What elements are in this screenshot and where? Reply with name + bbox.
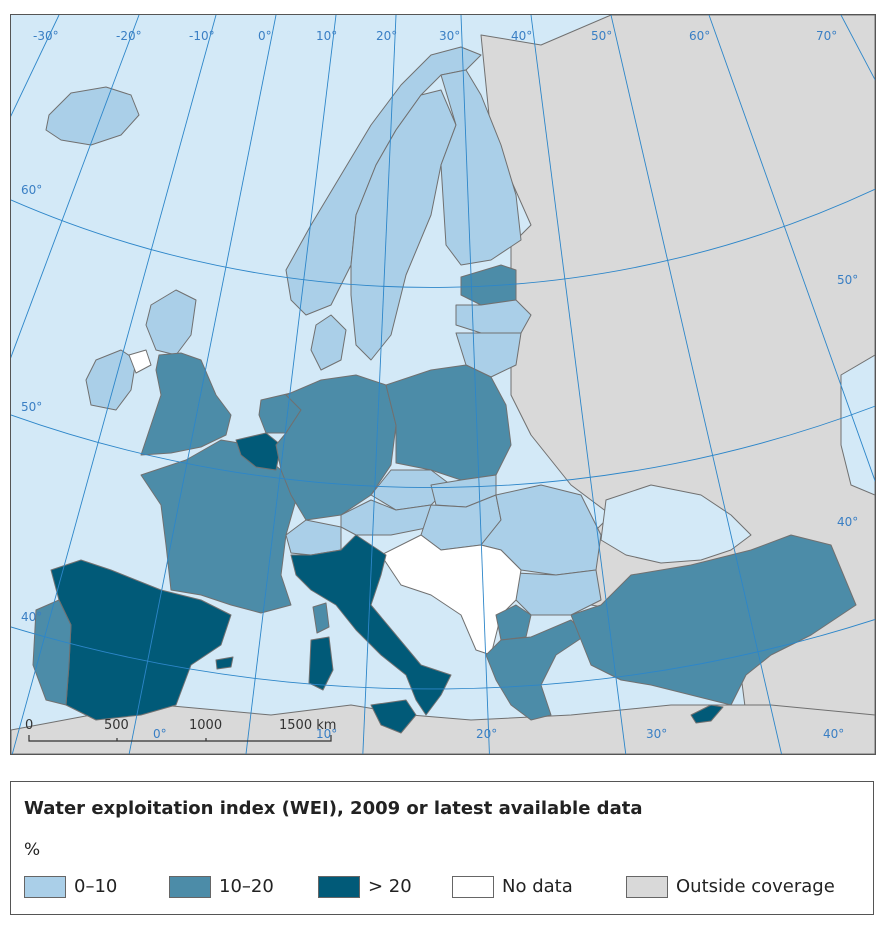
latitude-label: 40° <box>21 610 43 624</box>
parallel-60 <box>11 188 875 288</box>
meridian-line <box>460 15 490 754</box>
france <box>140 439 297 614</box>
scale-bar-label: 1000 <box>189 718 223 733</box>
england-wales <box>140 352 232 456</box>
legend-swatch <box>24 876 66 898</box>
map-frame: -30° -20° -10° 0° 10° 20° 30° 40° 50° 60° 70° 60° 50… <box>10 14 876 755</box>
legend-label: Outside coverage <box>676 876 835 897</box>
longitude-label: -30° <box>33 29 59 43</box>
legend-label: > 20 <box>368 876 412 897</box>
scale-bar-label: 1500 km <box>279 718 337 733</box>
longitude-label: 20° <box>376 29 398 43</box>
bottom-longitude-label: 0° <box>153 727 167 741</box>
greece <box>485 619 587 721</box>
longitude-label: 60° <box>689 29 711 43</box>
longitude-label: 0° <box>258 29 272 43</box>
longitude-label: 50° <box>591 29 613 43</box>
italy <box>290 534 452 716</box>
poland <box>385 364 512 481</box>
bottom-longitude-label: 30° <box>646 727 668 741</box>
legend-swatch <box>626 876 668 898</box>
meridian-line <box>530 15 627 754</box>
sardinia <box>308 636 334 691</box>
latitude-label: 50° <box>21 400 43 414</box>
parallel-40 <box>11 618 875 690</box>
map-canvas <box>11 15 875 754</box>
bulgaria <box>515 569 602 616</box>
longitude-label: 30° <box>439 29 461 43</box>
meridian-line <box>708 15 875 483</box>
meridian-line <box>362 15 397 754</box>
longitude-label: 70° <box>816 29 838 43</box>
balkans-nodata <box>380 534 522 656</box>
scotland <box>145 289 197 356</box>
meridian-line <box>11 15 217 754</box>
meridian-line <box>610 15 783 754</box>
latitude-label: 60° <box>21 183 43 197</box>
corsica <box>312 602 330 634</box>
legend-swatch <box>169 876 211 898</box>
bottom-longitude-label: 40° <box>823 727 845 741</box>
sicily <box>370 699 417 734</box>
caspian-sea <box>840 354 875 496</box>
scale-bar <box>28 735 332 742</box>
legend-unit: % <box>24 840 41 860</box>
parallel-50 <box>11 405 875 488</box>
longitude-label: -10° <box>189 29 215 43</box>
cyprus <box>690 704 724 724</box>
longitude-label: -20° <box>116 29 142 43</box>
ireland <box>85 349 137 411</box>
legend-label: No data <box>502 876 573 897</box>
denmark <box>310 314 347 371</box>
legend-swatch <box>452 876 494 898</box>
switzerland <box>285 519 342 556</box>
macedonia <box>495 604 532 641</box>
finland <box>440 69 522 266</box>
longitude-label: 10° <box>316 29 338 43</box>
latitude-label-right: 50° <box>837 273 859 287</box>
legend-swatch <box>318 876 360 898</box>
meridian-line <box>245 15 337 754</box>
longitude-label: 40° <box>511 29 533 43</box>
sweden <box>350 89 457 361</box>
scale-bar-label: 0 <box>25 718 34 733</box>
baleares <box>215 656 234 670</box>
bottom-longitude-label: 10° <box>316 727 338 741</box>
latvia <box>455 299 532 334</box>
legend: Water exploitation index (WEI), 2009 or … <box>10 781 874 915</box>
scale-bar-label: 500 <box>104 718 129 733</box>
meridian-line <box>11 15 140 359</box>
bottom-longitude-label: 20° <box>476 727 498 741</box>
black-sea <box>600 484 752 564</box>
latitude-label-right: 40° <box>837 515 859 529</box>
northern-ireland <box>128 349 152 374</box>
meridian-line <box>128 15 277 754</box>
legend-label: 0–10 <box>74 876 118 897</box>
iceland <box>45 86 140 146</box>
legend-label: 10–20 <box>219 876 274 897</box>
legend-title: Water exploitation index (WEI), 2009 or … <box>24 798 643 819</box>
